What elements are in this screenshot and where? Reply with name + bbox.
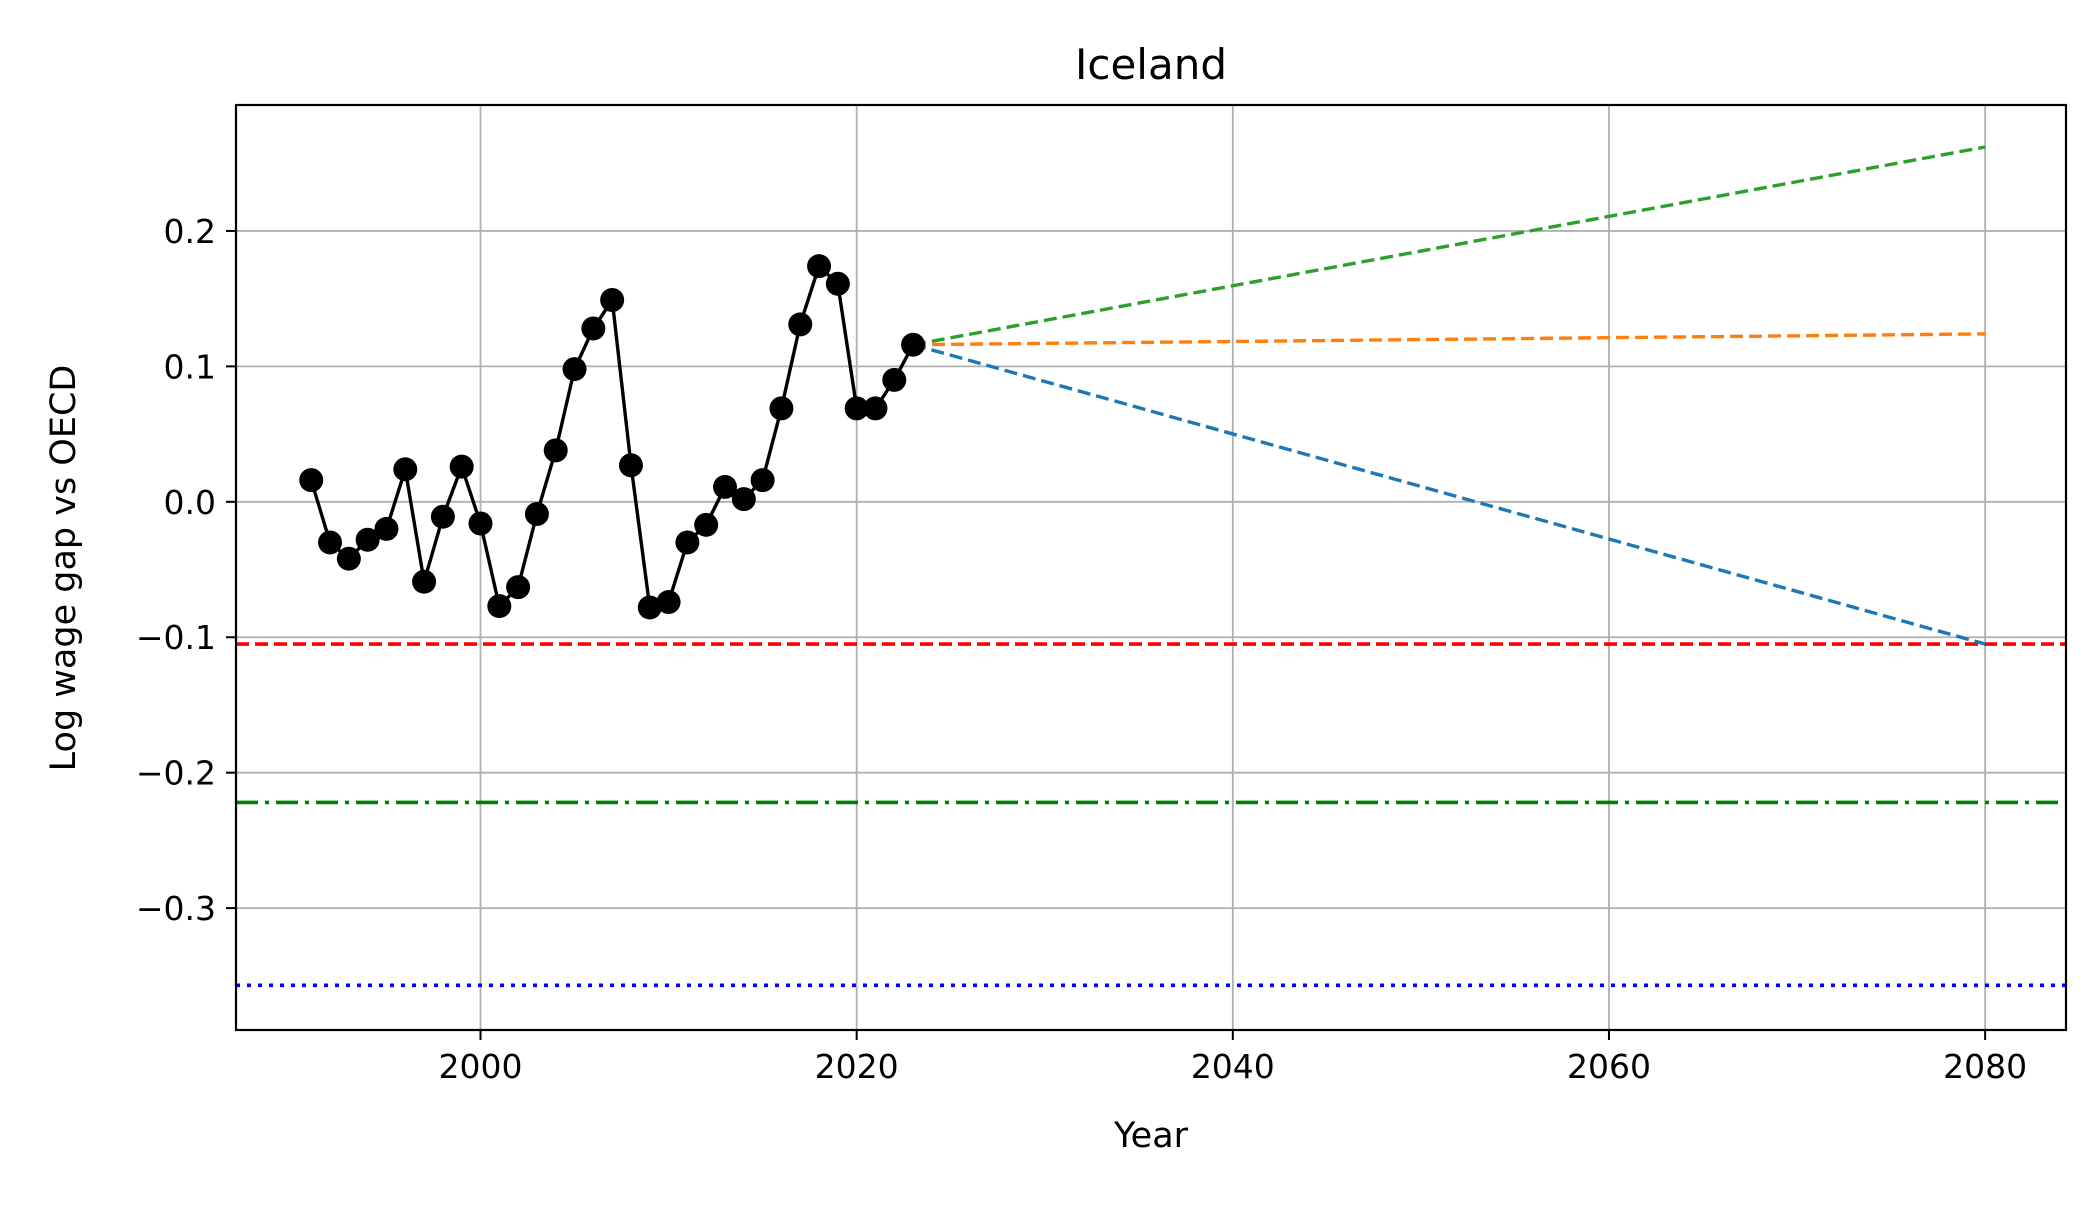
data-point: [844, 396, 869, 421]
data-point: [506, 575, 531, 600]
data-point: [769, 396, 794, 421]
x-tick-label: 2020: [815, 1047, 899, 1086]
data-point: [637, 595, 662, 620]
data-point: [675, 530, 700, 555]
projection-series-line: [912, 145, 1986, 347]
data-point: [393, 457, 418, 482]
data-point: [788, 312, 813, 337]
series-group: [299, 145, 1986, 646]
data-point: [901, 332, 926, 357]
data-point: [487, 594, 512, 619]
data-point: [299, 468, 324, 493]
x-tick-label: 2060: [1567, 1047, 1651, 1086]
y-tick-label: 0.0: [164, 483, 216, 522]
data-point: [807, 254, 832, 279]
x-tick-label: 2080: [1943, 1047, 2027, 1086]
data-point: [355, 527, 380, 552]
y-tick-label: −0.3: [136, 889, 216, 928]
projection-series-line: [913, 332, 1986, 347]
y-tick-label: 0.2: [164, 212, 216, 251]
x-tick-label: 2040: [1191, 1047, 1275, 1086]
data-point: [543, 438, 568, 463]
plot-area: [236, 105, 2066, 1030]
data-point: [656, 590, 681, 615]
data-point: [731, 487, 756, 512]
data-point: [468, 511, 493, 536]
data-point: [581, 316, 606, 341]
reference-lines: [236, 642, 2066, 988]
data-point: [694, 512, 719, 537]
x-axis-label: Year: [1113, 1116, 1189, 1156]
data-point: [524, 502, 549, 527]
plot-frame: [234, 103, 2068, 1032]
y-tick-label: −0.2: [136, 754, 216, 793]
data-point: [374, 516, 399, 541]
data-point: [713, 474, 738, 499]
data-point: [412, 569, 437, 594]
y-tick-label: −0.1: [136, 618, 216, 657]
data-point: [336, 546, 361, 571]
data-point: [825, 271, 850, 296]
data-point: [318, 530, 343, 555]
chart-title: Iceland: [1075, 40, 1227, 89]
x-tick-label: 2000: [439, 1047, 523, 1086]
y-tick-label: 0.1: [164, 347, 216, 386]
data-point: [863, 396, 888, 421]
data-point: [882, 367, 907, 392]
data-point: [562, 357, 587, 382]
data-point: [449, 454, 474, 479]
ticks: 2000 2020 2040 2060 2080 −0.3 −0.2 −0.1 0.0 0.1 0.…: [136, 212, 2027, 1086]
data-point: [750, 468, 775, 493]
data-point: [600, 288, 625, 313]
y-axis-label: Log wage gap vs OECD: [44, 365, 84, 772]
data-point: [618, 453, 643, 478]
data-point: [430, 504, 455, 529]
projection-series-line: [912, 343, 1986, 646]
